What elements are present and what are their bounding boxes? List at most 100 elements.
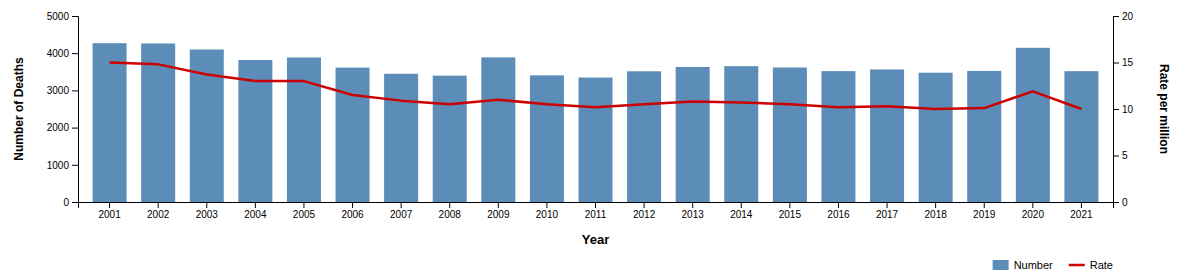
tick-label: 2009	[487, 209, 510, 220]
tick: 2018	[925, 202, 948, 220]
tick: 2005	[293, 202, 316, 220]
tick-mark	[1032, 202, 1033, 208]
tick: 2010	[536, 202, 559, 220]
tick-label: 2002	[147, 209, 170, 220]
axis-line	[1114, 17, 1120, 203]
tick-mark	[255, 202, 256, 208]
tick: 0	[63, 197, 78, 208]
x-axis: 2001 2002 2003 2004 2005 2006 2007 2008 2009 2010…	[79, 202, 1114, 220]
tick: 2008	[439, 202, 462, 220]
y2-axis-title: Rate per million	[1157, 64, 1171, 154]
tick-mark	[72, 202, 78, 203]
tick-label: 2020	[1022, 209, 1045, 220]
tick-label: 2015	[779, 209, 802, 220]
tick-mark	[692, 202, 693, 208]
tick: 2020	[1022, 202, 1045, 220]
tick-label: 2006	[341, 209, 364, 220]
tick-label: 1000	[47, 160, 70, 171]
tick-label: 3000	[47, 85, 70, 96]
tick-label: 5000	[47, 11, 70, 22]
tick-mark	[741, 202, 742, 208]
tick-label: 2011	[585, 209, 607, 220]
legend: Number Rate	[993, 259, 1113, 271]
bar	[481, 57, 515, 202]
bar	[287, 58, 321, 202]
tick-mark	[595, 202, 596, 208]
tick-label: 5	[1122, 150, 1128, 161]
bar	[773, 68, 807, 202]
legend-label: Number	[1014, 259, 1053, 271]
tick: 2011	[585, 202, 607, 220]
bar	[870, 69, 904, 202]
tick-mark	[352, 202, 353, 208]
tick-mark	[1113, 63, 1119, 64]
tick: 2001	[98, 202, 121, 220]
line	[110, 63, 1082, 110]
tick-mark	[303, 202, 304, 208]
tick-label: 0	[63, 197, 69, 208]
y-axis: 0 1000 2000 3000 4000 5000	[47, 11, 79, 208]
tick-mark	[401, 202, 402, 208]
tick-mark	[109, 202, 110, 208]
tick-mark	[72, 16, 78, 17]
bar	[578, 78, 612, 202]
tick-label: 2010	[536, 209, 559, 220]
tick-mark	[1113, 109, 1119, 110]
tick: 2014	[730, 202, 753, 220]
tick: 2009	[487, 202, 510, 220]
tick-label: 4000	[47, 48, 70, 59]
y2-axis: 0 5 10 15 20	[1113, 11, 1134, 208]
tick-label: 2018	[925, 209, 948, 220]
tick-label: 2003	[196, 209, 219, 220]
tick-mark	[1113, 202, 1119, 203]
tick-label: 15	[1122, 57, 1134, 68]
tick-mark	[984, 202, 985, 208]
x-axis-title: Year	[582, 232, 609, 247]
tick-label: 2012	[633, 209, 656, 220]
tick: 2012	[633, 202, 656, 220]
bar-series	[93, 43, 1099, 202]
axis-line	[79, 203, 1114, 209]
legend-swatch	[1069, 264, 1085, 267]
tick: 5	[1113, 150, 1128, 161]
tick: 2002	[147, 202, 170, 220]
tick: 2017	[876, 202, 899, 220]
tick-mark	[838, 202, 839, 208]
tick: 2004	[244, 202, 267, 220]
tick-mark	[72, 128, 78, 129]
tick-mark	[546, 202, 547, 208]
tick-label: 2001	[98, 209, 121, 220]
tick: 5000	[47, 11, 78, 22]
tick-mark	[72, 53, 78, 54]
y-axis-title: Number of Deaths	[12, 57, 26, 161]
tick-mark	[887, 202, 888, 208]
tick-mark	[449, 202, 450, 208]
bar	[919, 73, 953, 202]
bar	[967, 71, 1001, 202]
tick: 2007	[390, 202, 413, 220]
legend-item: Rate	[1069, 259, 1113, 271]
tick-mark	[1113, 156, 1119, 157]
bar	[676, 67, 710, 202]
tick: 2016	[827, 202, 850, 220]
tick: 2003	[196, 202, 219, 220]
tick-mark	[935, 202, 936, 208]
tick-label: 0	[1122, 197, 1128, 208]
tick: 3000	[47, 85, 78, 96]
tick: 10	[1113, 104, 1134, 115]
tick-label: 2008	[439, 209, 462, 220]
tick-label: 2021	[1070, 209, 1093, 220]
tick: 20	[1113, 11, 1134, 22]
tick-label: 2004	[244, 209, 267, 220]
tick: 1000	[47, 160, 78, 171]
tick: 2013	[682, 202, 705, 220]
tick: 15	[1113, 57, 1134, 68]
tick-label: 2014	[730, 209, 753, 220]
tick-label: 2005	[293, 209, 316, 220]
bar	[1016, 48, 1050, 202]
tick: 2015	[779, 202, 802, 220]
tick: 2000	[47, 122, 78, 133]
tick-mark	[72, 165, 78, 166]
bar	[384, 74, 418, 202]
axis-line	[72, 17, 79, 203]
